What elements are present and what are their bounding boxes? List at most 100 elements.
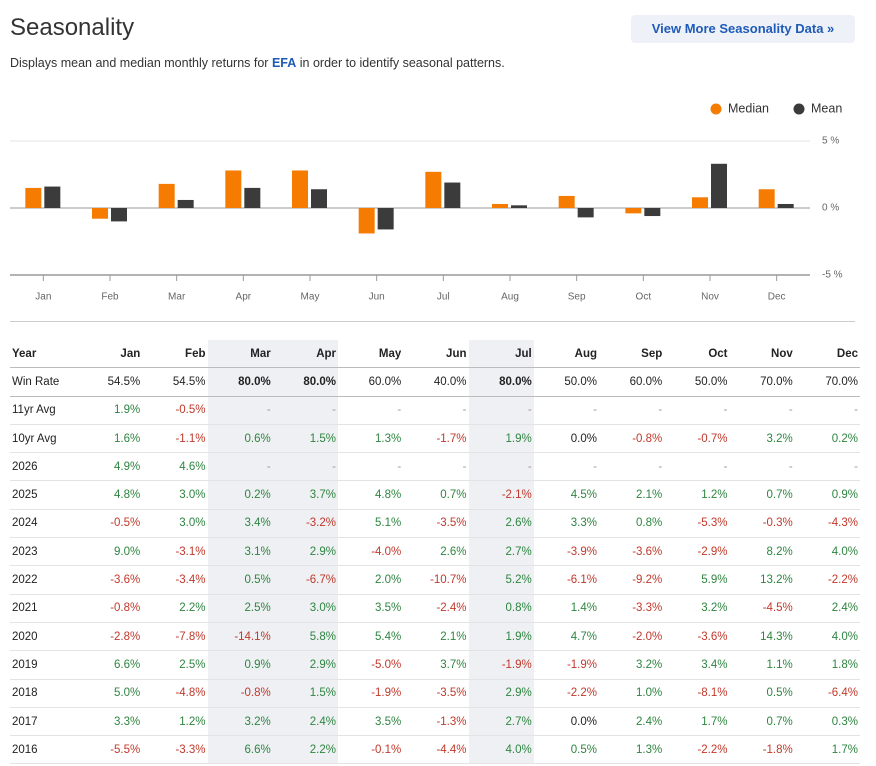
return-cell: 3.3% (533, 509, 599, 539)
return-cell: 1.7% (794, 735, 860, 765)
bar (511, 205, 527, 208)
return-cell: - (207, 396, 273, 425)
return-cell: -3.5% (403, 509, 469, 539)
return-cell: 3.1% (207, 537, 273, 567)
return-cell: - (403, 396, 469, 425)
row-label: 2021 (10, 594, 77, 623)
bar (425, 171, 442, 208)
return-cell: -10.7% (403, 565, 469, 595)
return-cell: 3.0% (142, 509, 208, 539)
bar (225, 170, 242, 208)
row-label: 2023 (10, 537, 77, 567)
return-cell: - (533, 452, 599, 482)
return-cell: - (729, 396, 795, 425)
title: Seasonality (10, 14, 135, 41)
data-row: 2016 -5.5% -3.3% 6.6% 2.2% -0.1% -4.4% 4.0% 0.5%… (10, 735, 860, 765)
bar (692, 197, 708, 208)
return-cell: 0.5% (207, 565, 273, 595)
return-cell: -3.4% (142, 565, 208, 595)
x-tick-label: Nov (701, 292, 719, 303)
return-cell: 4.9% (77, 452, 143, 482)
data-row: 2022 -3.6% -3.4% 0.5% -6.7% 2.0% -10.7% 5.2% -6.… (10, 565, 860, 595)
return-cell: -7.8% (142, 622, 208, 652)
data-row: 2024 -0.5% 3.0% 3.4% -3.2% 5.1% -3.5% 2.6% 3.3% 0… (10, 509, 860, 539)
win-rate-cell: 70.0% (794, 367, 860, 397)
return-cell: 3.5% (338, 707, 404, 737)
return-cell: 3.2% (664, 594, 730, 623)
return-cell: -4.8% (142, 679, 208, 708)
ticker[interactable]: EFA (271, 56, 297, 70)
row-label: 2026 (10, 452, 77, 482)
return-cell: - (729, 452, 795, 482)
return-cell: 2.9% (272, 650, 338, 680)
return-cell: 2.4% (272, 707, 338, 737)
return-cell: - (468, 452, 534, 482)
return-cell: 3.5% (338, 594, 404, 623)
return-cell: -1.7% (403, 424, 469, 454)
column-header: Oct (664, 340, 730, 369)
bar (292, 170, 308, 208)
return-cell: 0.0% (533, 424, 599, 454)
return-cell: -6.7% (272, 565, 338, 595)
return-cell: - (599, 452, 665, 482)
return-cell: -3.3% (142, 735, 208, 765)
return-cell: 13.2% (729, 565, 795, 595)
return-cell: 1.9% (468, 424, 534, 454)
row-label: 2018 (10, 679, 77, 708)
subtitle-text: Displays mean and median monthly returns… (10, 56, 269, 70)
return-cell: 3.2% (207, 707, 273, 737)
legend-marker (710, 103, 722, 115)
return-cell: 2.6% (468, 509, 534, 539)
header-row: Year Jan Feb Mar Apr May Jun Jul Aug Sep Oct Nov Dec (10, 340, 860, 369)
return-cell: -4.5% (729, 594, 795, 623)
win-rate-cell: 50.0% (533, 367, 599, 397)
return-cell: 3.2% (729, 424, 795, 454)
return-cell: 2.9% (272, 537, 338, 567)
return-cell: - (338, 396, 404, 425)
return-cell: -1.1% (142, 424, 208, 454)
win-rate-cell: 80.0% (272, 367, 338, 397)
return-cell: 0.7% (729, 480, 795, 510)
return-cell: 0.9% (794, 480, 860, 510)
return-cell: -3.9% (533, 537, 599, 567)
win-rate-cell: 60.0% (599, 367, 665, 397)
return-cell: 1.9% (77, 396, 143, 425)
bar (158, 183, 175, 208)
return-cell: 2.7% (468, 707, 534, 737)
return-cell: 0.0% (533, 707, 599, 737)
return-cell: -0.7% (664, 424, 730, 454)
return-cell: 3.0% (142, 480, 208, 510)
return-cell: 1.9% (468, 622, 534, 652)
return-cell: 1.1% (729, 650, 795, 680)
win-rate-row: Win Rate 54.5% 54.5% 80.0% 80.0% 60.0% 40.0% 80… (10, 367, 860, 397)
return-cell: -8.1% (664, 679, 730, 708)
x-tick-label: Jul (437, 292, 450, 303)
bar (644, 208, 661, 217)
return-cell: 5.1% (338, 509, 404, 539)
return-cell: 3.4% (664, 650, 730, 680)
return-cell: 1.7% (664, 707, 730, 737)
return-cell: 5.9% (664, 565, 730, 595)
return-cell: 5.8% (272, 622, 338, 652)
subtitle: Displays mean and median monthly returns… (10, 56, 505, 70)
return-cell: -2.2% (533, 679, 599, 708)
return-cell: 2.4% (794, 594, 860, 623)
view-more-button[interactable]: View More Seasonality Data » (631, 15, 855, 43)
data-row: 2021 -0.8% 2.2% 2.5% 3.0% 3.5% -2.4% 0.8% 1.4% -3… (10, 594, 860, 623)
return-cell: -6.4% (794, 679, 860, 708)
chart: -5 % 0 % 5 % Median Mean Jan Feb Mar Apr May Jun Ju… (10, 101, 843, 303)
return-cell: 0.6% (207, 424, 273, 454)
return-cell: - (272, 396, 338, 425)
return-cell: -6.1% (533, 565, 599, 595)
bar (111, 208, 127, 222)
return-cell: -14.1% (207, 622, 273, 652)
data-row: 2020 -2.8% -7.8% -14.1% 5.8% 5.4% 2.1% 1.9% 4.7%… (10, 622, 860, 652)
return-cell: - (403, 452, 469, 482)
x-tick-label: Oct (636, 292, 652, 303)
return-cell: -2.1% (468, 480, 534, 510)
bar (311, 189, 327, 208)
bar (625, 208, 642, 214)
bar (358, 208, 375, 234)
win-rate-cell: 70.0% (729, 367, 795, 397)
column-header: Sep (599, 340, 665, 369)
